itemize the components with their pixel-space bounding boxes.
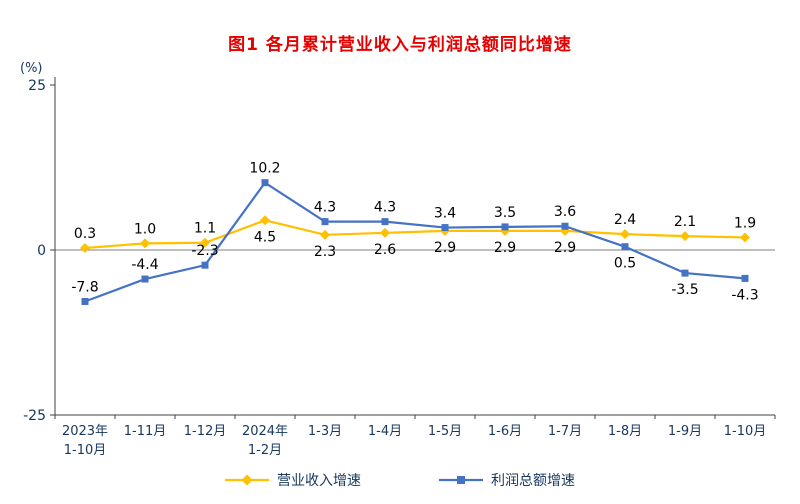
square-marker	[81, 297, 89, 305]
x-category-label: 1-10月	[724, 424, 767, 439]
data-label: 4.5	[254, 229, 276, 245]
square-marker	[381, 218, 389, 226]
x-category-label: 1-3月	[308, 424, 342, 439]
x-category-label: 1-11月	[124, 424, 167, 439]
data-label: 2.3	[314, 244, 336, 260]
data-label: 1.9	[734, 215, 756, 231]
revenue-legend-diamond	[241, 474, 253, 486]
series-line-0	[84, 219, 746, 250]
data-label: 0.5	[614, 256, 636, 272]
x-category-label: 1-2月	[248, 443, 282, 458]
x-category-label: 1-8月	[608, 424, 642, 439]
diamond-marker	[380, 227, 390, 238]
x-category-label: 1-6月	[488, 424, 522, 439]
x-category-label: 1-5月	[428, 424, 462, 439]
y-tick-label: -25	[23, 408, 46, 424]
square-marker	[321, 218, 329, 226]
chart-legend: 营业收入增速 利润总额增速	[0, 470, 800, 490]
data-label: -2.3	[191, 243, 218, 259]
legend-item-profit: 利润总额增速	[439, 470, 575, 490]
profit-series-marker-icon	[439, 476, 483, 484]
data-label: 2.9	[434, 240, 456, 256]
profit-legend-square	[457, 476, 465, 484]
square-marker	[681, 269, 689, 277]
square-marker	[621, 243, 629, 251]
data-label: 4.3	[314, 200, 336, 216]
y-tick-label: 25	[28, 78, 46, 94]
square-marker	[261, 179, 269, 187]
y-tick-label: 0	[37, 243, 46, 259]
data-label: 2.4	[614, 212, 636, 228]
legend-item-revenue: 营业收入增速	[225, 470, 361, 490]
data-label: 2.1	[674, 214, 696, 230]
square-marker	[441, 224, 449, 232]
square-marker	[201, 261, 209, 269]
y-axis-unit-label: (%)	[20, 61, 43, 76]
legend-label-profit: 利润总额增速	[491, 473, 575, 489]
diamond-marker	[320, 229, 330, 240]
data-label: 2.9	[494, 240, 516, 256]
data-label: -7.8	[71, 279, 98, 295]
data-label: 0.3	[74, 226, 96, 242]
chart-title: 图1 各月累计营业收入与利润总额同比增速	[228, 35, 572, 55]
diamond-marker	[680, 231, 690, 242]
diamond-marker	[200, 237, 210, 248]
data-label: 2.6	[374, 242, 396, 258]
diamond-marker	[740, 232, 750, 243]
data-label: 4.3	[374, 200, 396, 216]
series-line-1	[84, 181, 746, 303]
x-category-label: 2024年	[242, 424, 288, 439]
square-marker	[741, 274, 749, 282]
diamond-marker	[260, 215, 270, 226]
x-category-label: 2023年	[62, 424, 108, 439]
data-label: 10.2	[249, 161, 280, 177]
square-marker	[501, 223, 509, 231]
data-label: 1.1	[194, 221, 216, 237]
square-marker	[141, 275, 149, 283]
square-marker	[561, 222, 569, 230]
x-category-label: 1-12月	[184, 424, 227, 439]
x-category-label: 1-9月	[668, 424, 702, 439]
data-label: 1.0	[134, 221, 156, 237]
diamond-marker	[620, 229, 630, 240]
data-label: 3.5	[494, 205, 516, 221]
x-category-label: 1-7月	[548, 424, 582, 439]
data-label: 2.9	[554, 240, 576, 256]
revenue-series-marker-icon	[225, 474, 269, 486]
diamond-marker	[140, 238, 150, 249]
data-label: -4.4	[131, 257, 158, 273]
x-category-label: 1-4月	[368, 424, 402, 439]
x-category-label: 1-10月	[64, 443, 107, 458]
legend-label-revenue: 营业收入增速	[277, 473, 361, 489]
line-chart: 25 0 -25 2023年 1-10月 1-11月 1-12月 2024年 1-2月 1-3月 1…	[23, 77, 776, 458]
data-label: -3.5	[671, 282, 698, 298]
data-label: -4.3	[731, 287, 758, 303]
data-label: 3.4	[434, 206, 456, 222]
data-label: 3.6	[554, 204, 576, 220]
diamond-marker	[80, 243, 90, 254]
